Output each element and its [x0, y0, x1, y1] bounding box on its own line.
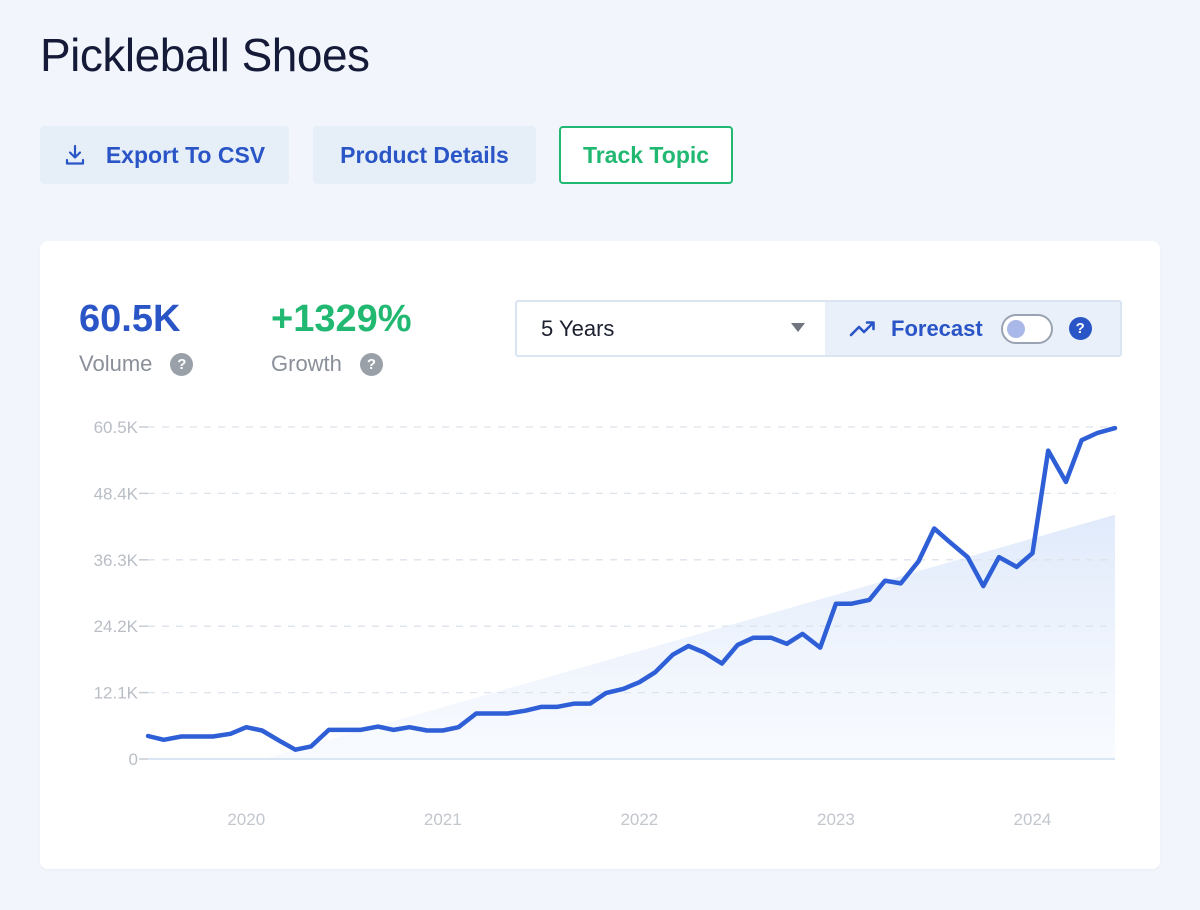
growth-label: Growth ?: [271, 351, 383, 377]
series-line: [145, 425, 1118, 752]
track-topic-label: Track Topic: [582, 141, 710, 168]
product-details-label: Product Details: [340, 141, 509, 168]
help-circle-icon[interactable]: ?: [1068, 317, 1092, 340]
time-range-select[interactable]: 5 Years: [517, 302, 825, 355]
y-tick-label: 36.3K: [94, 551, 139, 570]
x-tick-label: 2023: [817, 810, 855, 829]
y-tick-label: 12.1K: [94, 684, 139, 703]
y-tick-label: 48.4K: [94, 484, 139, 503]
page-title: Pickleball Shoes: [40, 29, 370, 81]
caret-down-icon: [791, 323, 805, 332]
growth-label-text: Growth: [271, 351, 342, 376]
export-csv-label: Export To CSV: [105, 141, 266, 168]
x-tick-label: 2021: [424, 810, 462, 829]
y-tick-label: 60.5K: [94, 418, 139, 437]
download-icon: [65, 144, 84, 165]
forecast-label: Forecast: [891, 315, 983, 341]
trending-up-icon: [849, 320, 875, 336]
export-csv-button[interactable]: Export To CSV: [40, 126, 289, 184]
x-tick-label: 2020: [227, 810, 265, 829]
help-circle-icon[interactable]: ?: [170, 352, 194, 376]
x-tick-label: 2024: [1014, 810, 1052, 829]
toggle-knob: [1006, 319, 1025, 338]
volume-label-text: Volume: [79, 351, 153, 376]
forecast-control: Forecast ?: [825, 302, 1120, 355]
track-topic-button[interactable]: Track Topic: [559, 126, 733, 184]
time-range-value: 5 Years: [541, 315, 615, 341]
x-tick-label: 2022: [620, 810, 658, 829]
help-circle-icon[interactable]: ?: [359, 352, 383, 376]
chart-controls: 5 Years Forecast ?: [515, 300, 1122, 357]
y-tick-label: 24.2K: [94, 617, 139, 636]
y-tick-label: 0: [129, 750, 138, 769]
growth-value: +1329%: [271, 298, 412, 340]
volume-label: Volume ?: [79, 351, 194, 377]
volume-value: 60.5K: [79, 298, 181, 340]
forecast-toggle[interactable]: [1000, 313, 1053, 344]
trend-area: [261, 514, 1115, 759]
product-details-button[interactable]: Product Details: [313, 126, 536, 184]
